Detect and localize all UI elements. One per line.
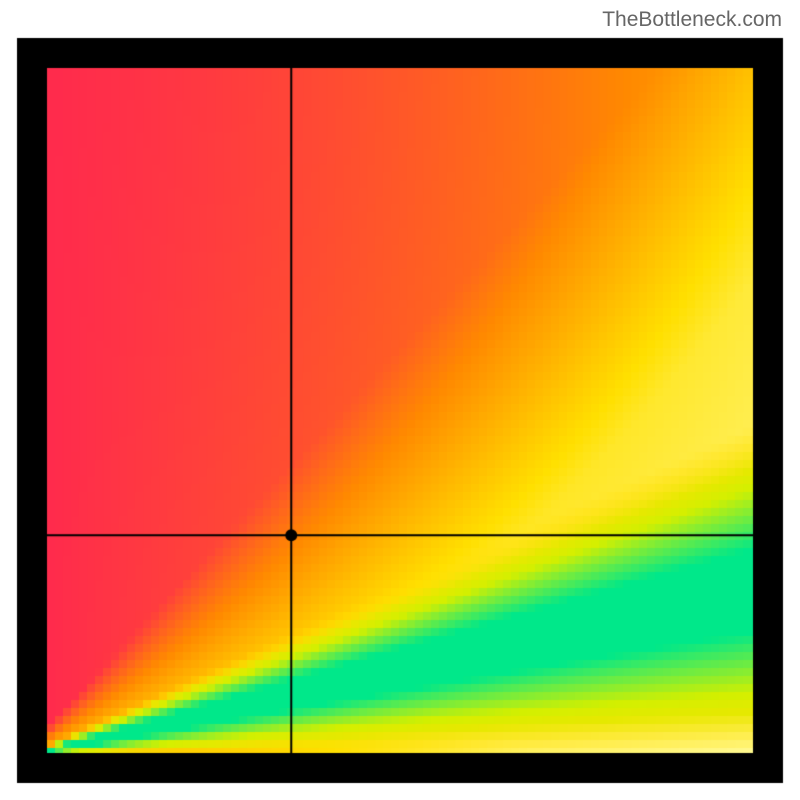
heatmap-canvas [0, 0, 800, 800]
watermark-label: TheBottleneck.com [602, 8, 782, 32]
chart-container: TheBottleneck.com [0, 0, 800, 800]
